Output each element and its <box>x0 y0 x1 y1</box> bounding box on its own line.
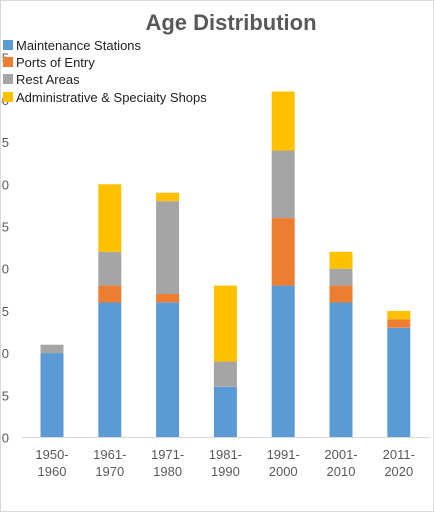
bar-segment <box>213 361 237 387</box>
bar-segment <box>156 192 180 202</box>
legend-layer: Maintenance Stations Ports of Entry Rest A… <box>3 38 207 105</box>
y-tick-label: 0 <box>2 431 9 446</box>
bar-segment <box>156 294 180 303</box>
bar-segment <box>98 285 122 303</box>
bar-segment <box>98 302 122 438</box>
y-tick-label: 15 <box>1 304 9 319</box>
bar-segment <box>98 184 122 252</box>
bar-segment <box>387 327 411 438</box>
legend-swatch <box>3 92 13 102</box>
x-tick-label: 2011-2020 <box>383 447 415 479</box>
x-tick-label: 1991-2000 <box>267 447 300 479</box>
x-tick-label: 1950-1960 <box>35 447 68 479</box>
x-tick-label: 1971-1980 <box>151 447 184 479</box>
bar-segment <box>329 268 353 286</box>
bar-segment <box>271 285 295 438</box>
legend-label: Maintenance Stations <box>16 38 142 53</box>
bar-segment <box>271 218 295 286</box>
legend-label: Rest Areas <box>16 72 80 87</box>
legend-label: Administrative & Speciaity Shops <box>16 90 207 105</box>
y-tick-label: 10 <box>1 346 9 361</box>
bar-segment <box>98 251 122 286</box>
chart-title: Age Distribution <box>145 10 316 35</box>
bar-segment <box>387 319 411 328</box>
y-tick-label: 30 <box>1 177 9 192</box>
bar-segment <box>156 201 180 294</box>
x-tick-label: 2001-2010 <box>324 447 357 479</box>
y-tick-label: 20 <box>1 262 9 277</box>
bar-segment <box>271 150 295 218</box>
bar-segment <box>329 302 353 438</box>
y-tick-label: 35 <box>1 135 9 150</box>
bar-segment <box>213 285 237 362</box>
legend-swatch <box>3 74 13 84</box>
bar-segment <box>387 310 411 320</box>
bar-segment <box>329 251 353 269</box>
x-tick-label: 1961-1970 <box>93 447 126 479</box>
y-tick-label: 25 <box>1 220 9 235</box>
bar-segment <box>40 353 64 438</box>
y-tick-label: 5 <box>2 388 9 403</box>
bar-segment <box>156 302 180 438</box>
x-tick-label: 1981-1990 <box>209 447 242 479</box>
legend-swatch <box>3 40 13 50</box>
legend-swatch <box>3 57 13 67</box>
bar-segment <box>329 285 353 303</box>
bar-segment <box>271 91 295 151</box>
bar-segment <box>213 386 237 438</box>
legend-label: Ports of Entry <box>16 55 95 70</box>
bars-layer <box>40 91 411 438</box>
axis-layer: 0510152025303540451950-19601961-19701971… <box>1 51 429 479</box>
bar-segment <box>40 344 64 354</box>
